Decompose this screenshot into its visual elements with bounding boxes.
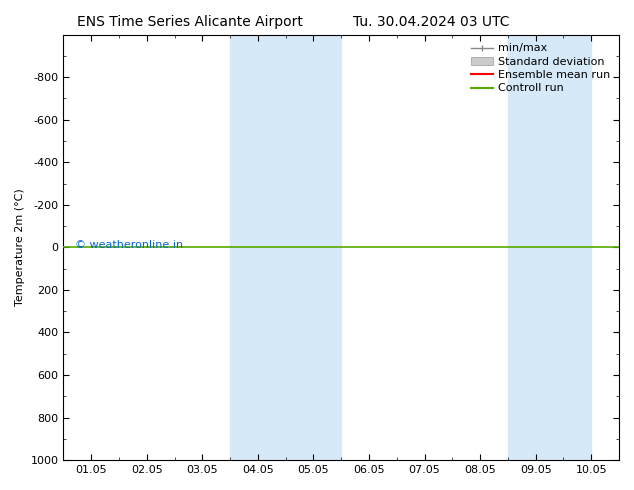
Bar bbox=[230, 35, 341, 460]
Text: Tu. 30.04.2024 03 UTC: Tu. 30.04.2024 03 UTC bbox=[353, 15, 509, 29]
Bar bbox=[508, 35, 592, 460]
Y-axis label: Temperature 2m (°C): Temperature 2m (°C) bbox=[15, 189, 25, 306]
Text: ENS Time Series Alicante Airport: ENS Time Series Alicante Airport bbox=[77, 15, 303, 29]
Text: © weatheronline.in: © weatheronline.in bbox=[75, 240, 183, 250]
Legend: min/max, Standard deviation, Ensemble mean run, Controll run: min/max, Standard deviation, Ensemble me… bbox=[468, 40, 614, 97]
